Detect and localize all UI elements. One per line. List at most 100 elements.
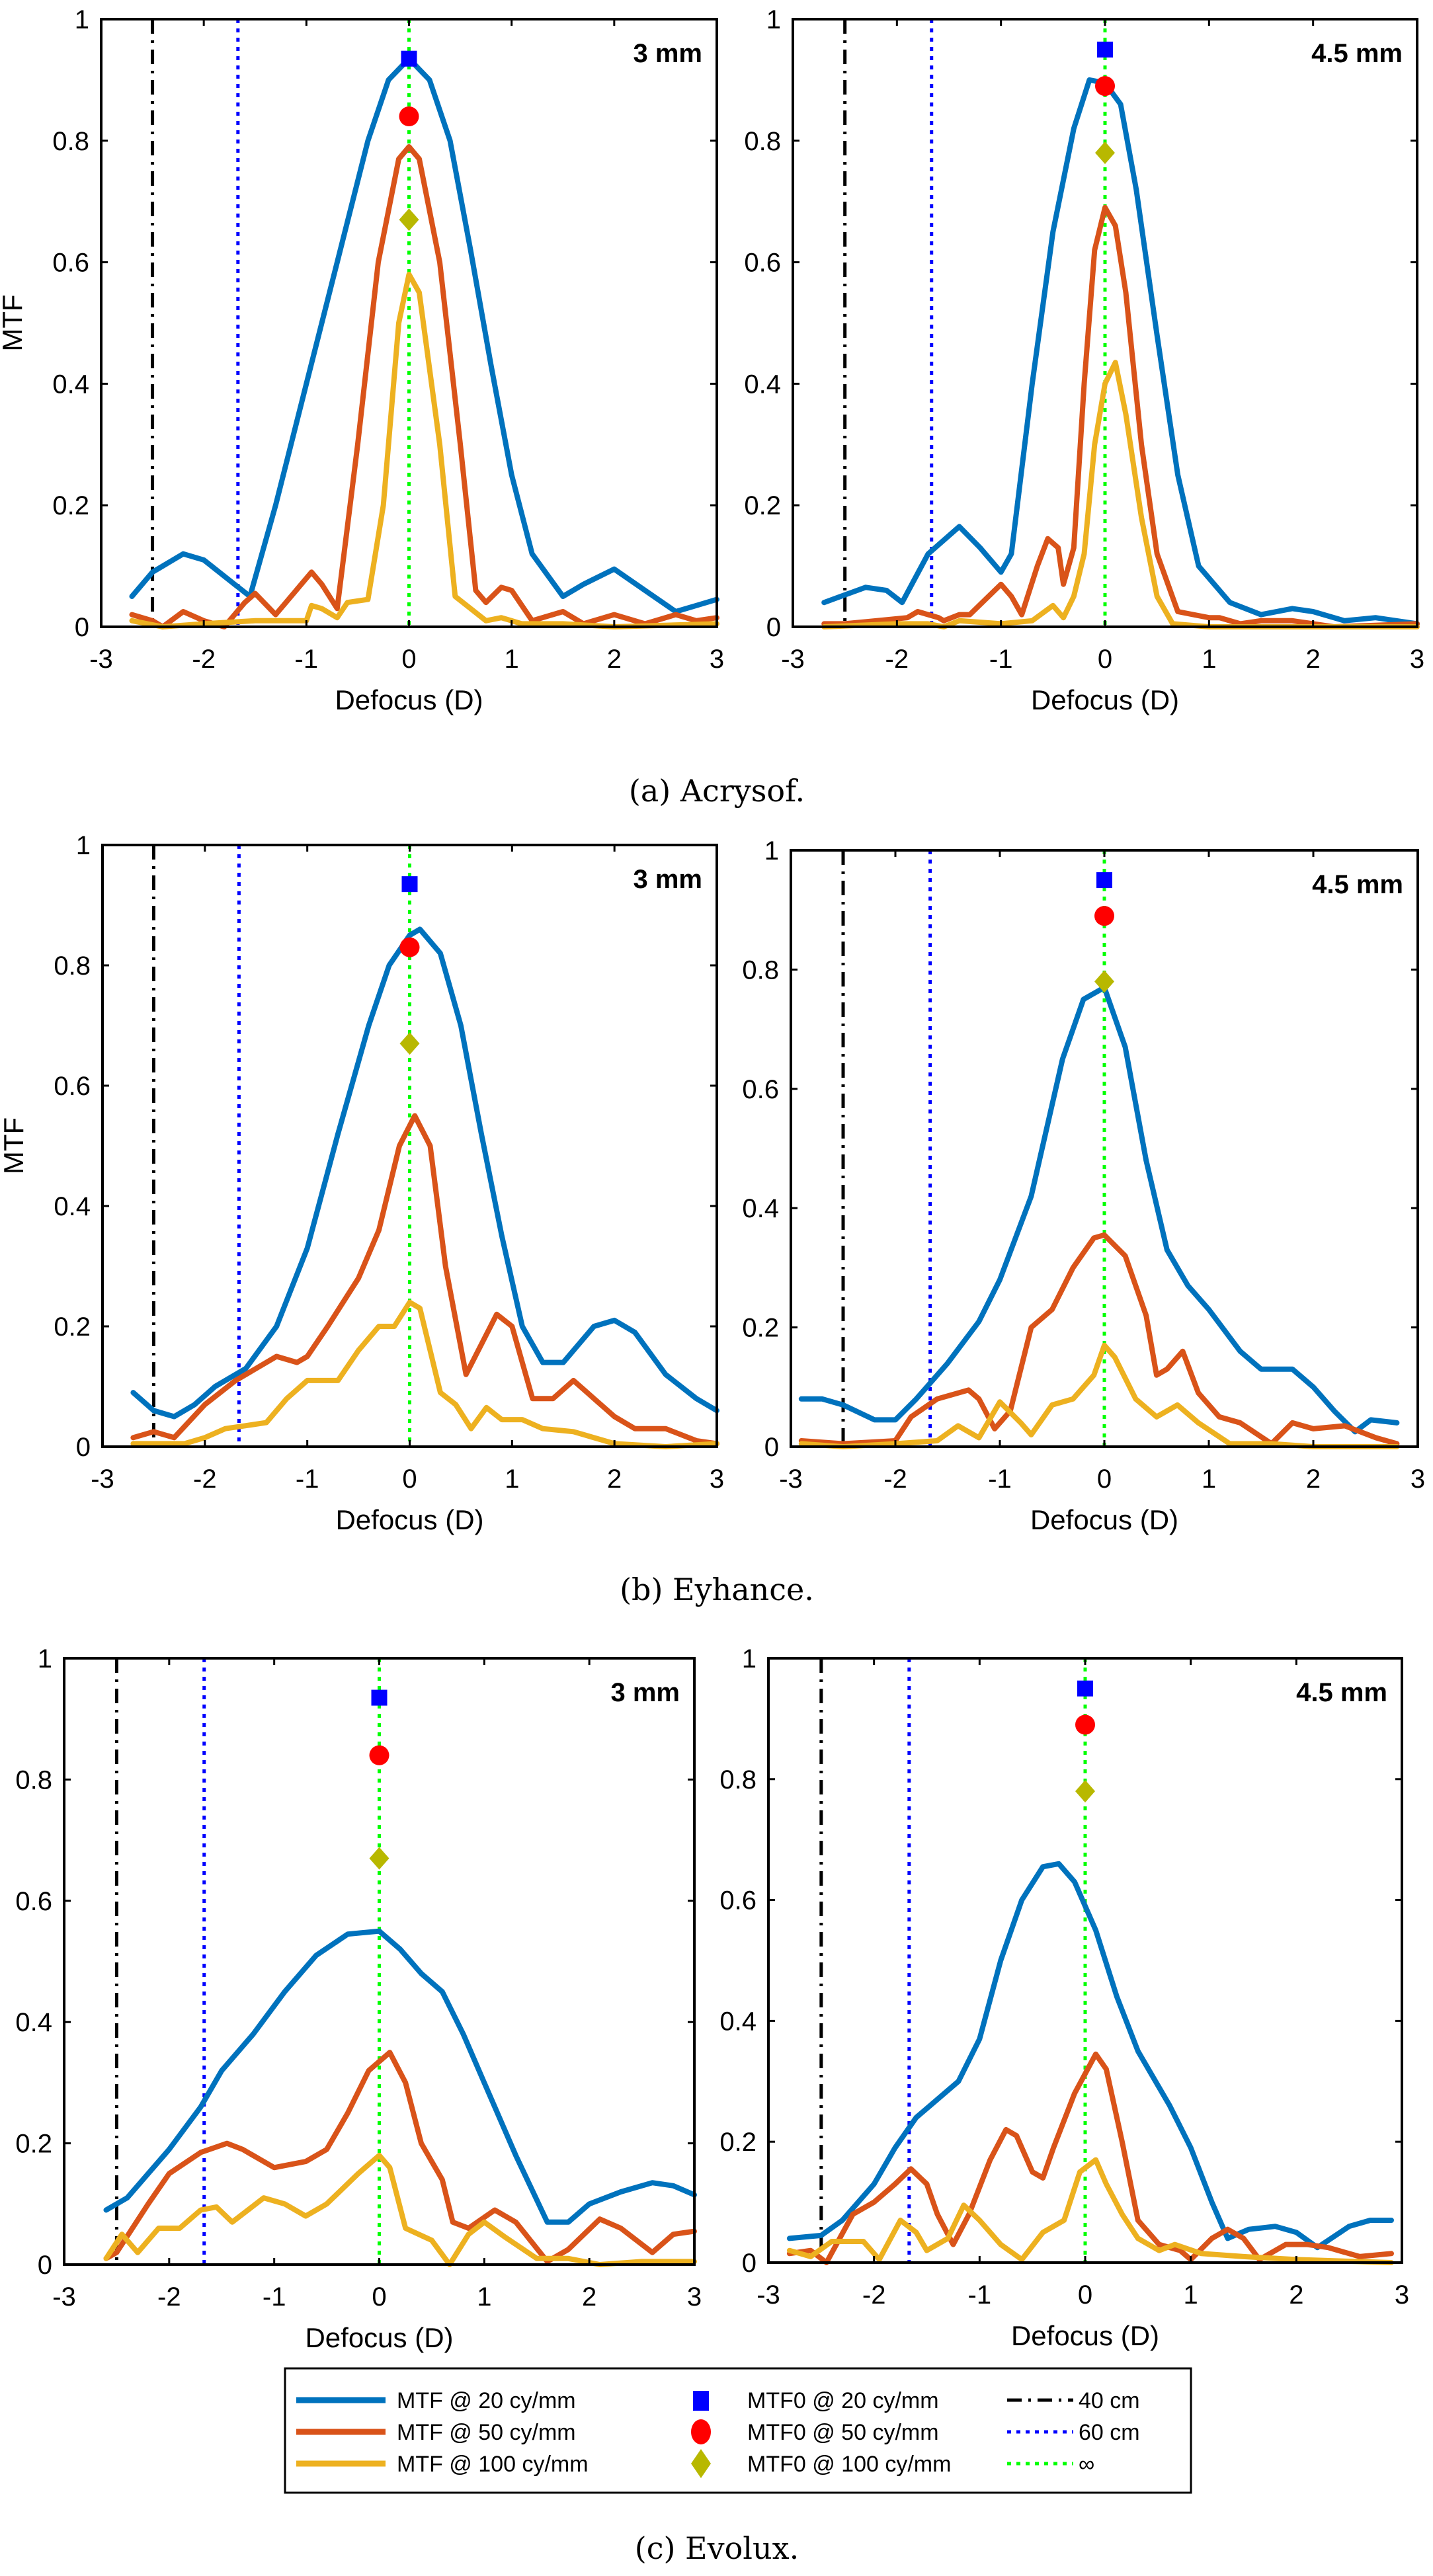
y-tick-label: 0.8 — [54, 951, 91, 981]
marker-mtf0-100 — [1094, 970, 1114, 993]
y-tick-label: 1 — [742, 1644, 757, 1673]
y-tick-label: 0.8 — [719, 1765, 757, 1794]
x-tick-label: -1 — [968, 2280, 992, 2310]
y-tick-label: 0.8 — [52, 127, 89, 156]
legend-label: 40 cm — [1079, 2388, 1140, 2413]
panel-title: 4.5 mm — [1296, 1678, 1387, 1707]
x-tick-label: -3 — [757, 2280, 780, 2310]
x-tick-label: -1 — [989, 645, 1013, 674]
legend: MTF @ 20 cy/mm MTF @ 50 cy/mm MTF @ 100 cy… — [284, 2367, 1192, 2494]
x-tick-label: 0 — [1098, 645, 1112, 674]
y-tick-label: 1 — [76, 831, 91, 860]
x-tick-label: 3 — [710, 645, 724, 674]
y-tick-label: 0 — [766, 613, 781, 642]
x-tick-label: -1 — [296, 1465, 319, 1494]
y-tick-label: 0.6 — [15, 1887, 52, 1916]
x-axis-label: Defocus (D) — [335, 684, 483, 715]
x-tick-label: 1 — [1184, 2280, 1198, 2310]
x-tick-label: 3 — [1395, 2280, 1409, 2310]
x-tick-label: -3 — [779, 1465, 803, 1494]
y-tick-label: 0.2 — [52, 491, 89, 520]
marker-mtf0-20 — [401, 50, 417, 67]
x-axis-label: Defocus (D) — [1031, 684, 1179, 715]
marker-mtf0-100 — [399, 208, 419, 231]
panel-4: -3 -2 -1 0 1 2 3 0 0.2 0.4 0.6 0.8 1 Defocus (D) 4.5 m… — [742, 836, 1425, 1535]
x-tick-label: -1 — [988, 1465, 1012, 1494]
y-tick-label: 0.6 — [52, 249, 89, 278]
y-tick-label: 0.8 — [742, 955, 779, 985]
y-axis-label: MTF — [0, 294, 28, 351]
y-tick-label: 0 — [75, 613, 89, 642]
x-tick-label: 3 — [710, 1465, 724, 1494]
x-tick-label: 2 — [1306, 1465, 1321, 1494]
x-axis-label: Defocus (D) — [335, 1504, 483, 1535]
panel-3: -3 -2 -1 0 1 2 3 0 0.2 0.4 0.6 0.8 1 Defocus (D) MTF 3 … — [0, 831, 724, 1535]
plot-area — [768, 1658, 1402, 2263]
y-tick-label: 0.6 — [742, 1075, 779, 1104]
x-tick-label: 3 — [1411, 1465, 1425, 1494]
series-mtf20 — [130, 926, 719, 1420]
marker-mtf0-50 — [399, 937, 420, 957]
marker-mtf0-20 — [401, 876, 418, 893]
y-tick-label: 0.4 — [15, 2008, 52, 2037]
x-tick-label: 2 — [582, 2282, 596, 2312]
y-tick-label: 0.4 — [719, 2007, 757, 2036]
x-tick-label: -3 — [89, 645, 113, 674]
y-tick-label: 0.4 — [744, 370, 781, 399]
panel-title: 4.5 mm — [1312, 870, 1403, 899]
y-tick-label: 0.2 — [719, 2128, 757, 2157]
caption-b: (b) Eyhance. — [620, 1572, 814, 1607]
x-tick-label: -3 — [91, 1465, 114, 1494]
series-mtf100 — [798, 1342, 1400, 1449]
x-tick-label: 1 — [505, 645, 519, 674]
x-tick-label: 3 — [1410, 645, 1424, 674]
x-tick-label: -3 — [52, 2282, 76, 2312]
x-axis-label: Defocus (D) — [305, 2322, 453, 2353]
y-axis-label: MTF — [0, 1117, 29, 1174]
panel-1: -3 -2 -1 0 1 2 3 0 0.2 0.4 0.6 0.8 1 Defocus (D) MTF 3 … — [0, 5, 724, 715]
y-tick-label: 0.8 — [744, 127, 781, 156]
legend-label: ∞ — [1079, 2452, 1094, 2477]
legend-label: MTF @ 20 cy/mm — [397, 2388, 576, 2413]
series-mtf50 — [103, 2050, 697, 2265]
x-tick-label: 1 — [477, 2282, 491, 2312]
legend-circle-icon — [691, 2419, 711, 2444]
series-mtf100 — [786, 2157, 1394, 2265]
y-tick-label: 0.6 — [54, 1072, 91, 1101]
panel-title: 4.5 mm — [1311, 39, 1403, 68]
x-tick-label: -1 — [295, 645, 319, 674]
marker-mtf0-100 — [369, 1847, 389, 1870]
marker-mtf0-100 — [1095, 141, 1115, 165]
y-tick-label: 0.4 — [54, 1192, 91, 1221]
x-tick-label: 2 — [1306, 645, 1321, 674]
x-tick-label: 3 — [687, 2282, 702, 2312]
y-tick-label: 1 — [75, 5, 89, 34]
legend-item-vinf: ∞ — [1007, 2452, 1094, 2477]
panel-title: 3 mm — [634, 865, 703, 894]
legend-item-v40: 40 cm — [1007, 2388, 1140, 2413]
legend-box — [284, 2367, 1192, 2494]
legend-item-mtf0_100: MTF0 @ 100 cy/mm — [691, 2449, 951, 2478]
y-tick-label: 1 — [764, 836, 779, 865]
marker-mtf0-50 — [1094, 906, 1114, 926]
panel-2: -3 -2 -1 0 1 2 3 0 0.2 0.4 0.6 0.8 1 Defocus (D) 4.5 m… — [744, 5, 1424, 715]
x-axis-label: Defocus (D) — [1030, 1504, 1178, 1535]
series-mtf100 — [103, 2152, 697, 2267]
x-tick-label: 1 — [1202, 1465, 1216, 1494]
legend-item-v60: 60 cm — [1007, 2420, 1140, 2445]
x-tick-label: 0 — [402, 1465, 417, 1494]
caption-c: (c) Evolux. — [635, 2530, 799, 2566]
x-tick-label: 2 — [607, 1465, 622, 1494]
x-tick-label: 0 — [401, 645, 416, 674]
x-tick-label: 0 — [1097, 1465, 1112, 1494]
y-tick-label: 0 — [742, 2249, 757, 2278]
x-tick-label: -2 — [192, 645, 216, 674]
x-tick-label: -2 — [883, 1465, 907, 1494]
x-tick-label: -2 — [157, 2282, 181, 2312]
legend-label: MTF0 @ 50 cy/mm — [747, 2420, 939, 2445]
series-mtf100 — [130, 1299, 719, 1449]
legend-square-icon — [693, 2391, 709, 2411]
y-tick-label: 0.6 — [719, 1886, 757, 1915]
x-tick-label: -2 — [885, 645, 909, 674]
y-tick-label: 0.2 — [742, 1314, 779, 1343]
